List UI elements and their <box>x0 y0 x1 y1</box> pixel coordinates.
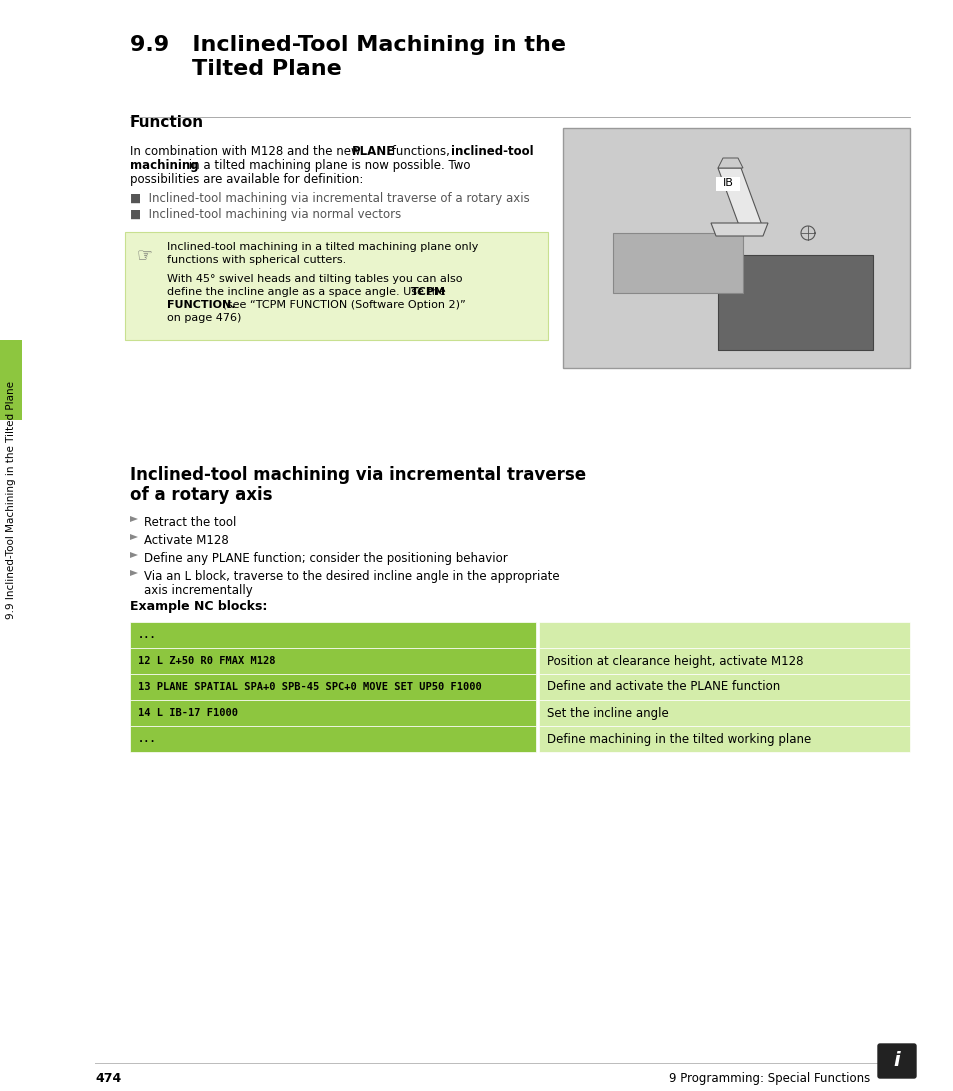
Bar <box>130 674 536 700</box>
Bar <box>718 255 872 350</box>
Polygon shape <box>130 516 138 521</box>
Bar <box>562 128 909 368</box>
Bar <box>538 674 909 700</box>
Text: Set the incline angle: Set the incline angle <box>546 707 668 719</box>
Text: Retract the tool: Retract the tool <box>144 516 236 529</box>
Text: FUNCTION.: FUNCTION. <box>167 300 235 310</box>
Text: axis incrementally: axis incrementally <box>144 584 253 597</box>
Text: Define any PLANE function; consider the positioning behavior: Define any PLANE function; consider the … <box>144 552 507 565</box>
Polygon shape <box>130 533 138 540</box>
Polygon shape <box>130 570 138 576</box>
Text: Inclined-tool machining in a tilted machining plane only: Inclined-tool machining in a tilted mach… <box>167 242 477 252</box>
Text: on page 476): on page 476) <box>167 313 241 323</box>
Polygon shape <box>130 552 138 558</box>
Text: Via an L block, traverse to the desired incline angle in the appropriate: Via an L block, traverse to the desired … <box>144 570 559 583</box>
Text: ■  Inclined-tool machining via incremental traverse of a rotary axis: ■ Inclined-tool machining via incrementa… <box>130 192 529 205</box>
Bar <box>0 340 22 420</box>
Text: TCPM: TCPM <box>411 287 446 297</box>
Text: IB: IB <box>721 178 733 188</box>
Text: ■  Inclined-tool machining via normal vectors: ■ Inclined-tool machining via normal vec… <box>130 208 401 221</box>
Text: PLANE: PLANE <box>352 145 395 158</box>
Bar <box>130 700 536 726</box>
Bar <box>538 648 909 674</box>
Bar <box>125 232 547 340</box>
Text: 13 PLANE SPATIAL SPA+0 SPB-45 SPC+0 MOVE SET UP50 F1000: 13 PLANE SPATIAL SPA+0 SPB-45 SPC+0 MOVE… <box>138 682 481 692</box>
Text: 14 L IB-17 F1000: 14 L IB-17 F1000 <box>138 708 237 718</box>
Bar <box>130 726 536 752</box>
Text: Activate M128: Activate M128 <box>144 533 229 547</box>
Text: Tilted Plane: Tilted Plane <box>130 59 341 79</box>
Polygon shape <box>718 168 762 228</box>
FancyBboxPatch shape <box>877 1044 915 1078</box>
Bar <box>538 622 909 648</box>
Text: ☞: ☞ <box>137 245 152 264</box>
Text: Define machining in the tilted working plane: Define machining in the tilted working p… <box>546 732 810 745</box>
Text: functions with spherical cutters.: functions with spherical cutters. <box>167 255 346 265</box>
Text: Function: Function <box>130 115 204 130</box>
Text: functions,: functions, <box>388 145 453 158</box>
Bar <box>130 622 536 648</box>
Text: of a rotary axis: of a rotary axis <box>130 485 273 504</box>
Text: ...: ... <box>138 734 156 744</box>
Text: 474: 474 <box>95 1072 121 1086</box>
Text: machining: machining <box>130 159 198 172</box>
Text: 12 L Z+50 R0 FMAX M128: 12 L Z+50 R0 FMAX M128 <box>138 656 275 666</box>
Bar <box>0 0 22 1091</box>
Text: 9.9 Inclined-Tool Machining in the Tilted Plane: 9.9 Inclined-Tool Machining in the Tilte… <box>6 381 16 619</box>
Text: define the incline angle as a space angle. Use the: define the incline angle as a space angl… <box>167 287 449 297</box>
Text: With 45° swivel heads and tilting tables you can also: With 45° swivel heads and tilting tables… <box>167 274 462 284</box>
Polygon shape <box>718 158 742 168</box>
Text: possibilities are available for definition:: possibilities are available for definiti… <box>130 173 363 185</box>
Text: In combination with M128 and the new: In combination with M128 and the new <box>130 145 364 158</box>
Polygon shape <box>710 223 767 236</box>
Text: Inclined-tool machining via incremental traverse: Inclined-tool machining via incremental … <box>130 466 585 484</box>
Text: Define and activate the PLANE function: Define and activate the PLANE function <box>546 681 780 694</box>
Bar <box>716 177 740 191</box>
Text: 9.9   Inclined-Tool Machining in the: 9.9 Inclined-Tool Machining in the <box>130 35 565 55</box>
Text: in a tilted machining plane is now possible. Two: in a tilted machining plane is now possi… <box>185 159 470 172</box>
Bar <box>538 700 909 726</box>
Text: 9 Programming: Special Functions: 9 Programming: Special Functions <box>668 1072 869 1086</box>
Text: i: i <box>893 1052 900 1070</box>
Bar <box>130 648 536 674</box>
Text: (see “TCPM FUNCTION (Software Option 2)”: (see “TCPM FUNCTION (Software Option 2)” <box>219 300 465 310</box>
Text: ...: ... <box>138 630 156 640</box>
Text: inclined-tool: inclined-tool <box>451 145 533 158</box>
Bar <box>538 726 909 752</box>
Bar <box>613 233 742 293</box>
Text: Position at clearance height, activate M128: Position at clearance height, activate M… <box>546 655 802 668</box>
Text: Example NC blocks:: Example NC blocks: <box>130 600 267 613</box>
